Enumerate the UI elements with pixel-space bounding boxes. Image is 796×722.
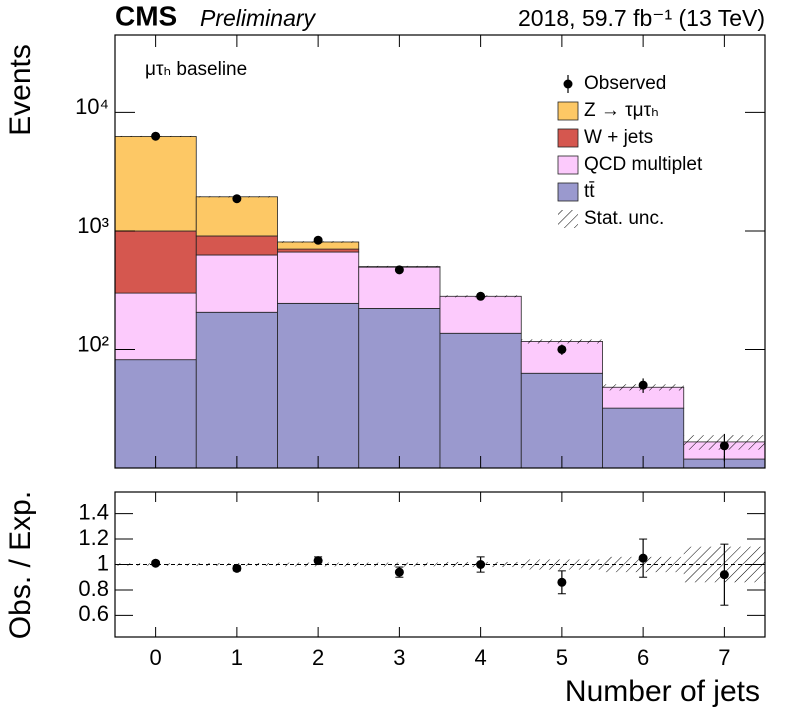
stack-segment (520, 340, 603, 374)
legend-swatch (557, 182, 579, 202)
x-tick-label: 3 (393, 645, 405, 670)
stat-unc-band (521, 339, 603, 344)
legend-swatch (557, 128, 579, 148)
ratio-y-tick-label: 1 (97, 550, 109, 575)
stack-segment (277, 251, 360, 304)
legend-label: W + jets (584, 127, 653, 148)
legend-label: tt̄ (584, 181, 595, 202)
cms-label: CMS (115, 0, 177, 31)
ratio-unc-band (521, 559, 603, 570)
stack-segment (114, 230, 197, 294)
stack-segment (114, 359, 197, 469)
ratio-point (476, 560, 486, 569)
y-tick-label: 10² (77, 331, 109, 356)
stack-segment (520, 372, 603, 469)
y-tick-label: 10³ (77, 213, 109, 238)
ratio-y-tick-label: 0.8 (78, 576, 109, 601)
observed-point (476, 291, 486, 301)
ratio-y-tick-label: 1.2 (78, 525, 109, 550)
x-tick-label: 6 (637, 645, 649, 670)
observed-point (151, 131, 161, 141)
ratio-point (151, 558, 161, 568)
observed-point (313, 235, 323, 245)
ratio-unc-band (358, 562, 440, 567)
stack-segment (195, 254, 278, 313)
stack-segment (358, 308, 441, 469)
preliminary-label: Preliminary (200, 5, 317, 31)
legend-label: Z → τμτₕ (584, 100, 659, 121)
stack-segment (195, 235, 278, 256)
legend-swatch (558, 210, 578, 228)
stack-segment (195, 196, 278, 237)
y-tick-label: 10⁴ (75, 94, 109, 119)
legend-swatch (557, 101, 579, 121)
ratio-point (719, 570, 729, 580)
lumi-label: 2018, 59.7 fb⁻¹ (13 TeV) (518, 5, 765, 31)
stack-segment (114, 292, 197, 361)
x-tick-label: 2 (312, 645, 324, 670)
ratio-point (394, 567, 404, 577)
x-tick-label: 4 (475, 645, 487, 670)
stack-segment (195, 311, 278, 469)
region-label: μτₕ baseline (145, 59, 247, 80)
x-tick-label: 5 (556, 645, 568, 670)
legend-label: Observed (584, 73, 666, 94)
ratio-point (557, 577, 567, 587)
observed-point (719, 441, 729, 451)
ratio-point (638, 553, 648, 563)
x-tick-label: 0 (150, 645, 162, 670)
stack-segment (114, 136, 197, 232)
ratio-point (232, 563, 242, 573)
legend-swatch (557, 155, 579, 175)
ratio-y-tick-label: 0.6 (78, 601, 109, 626)
legend-observed-marker (563, 79, 573, 89)
stack-segment (439, 295, 522, 334)
x-tick-label: 7 (718, 645, 730, 670)
observed-point (394, 265, 404, 275)
observed-point (557, 344, 567, 354)
x-tick-label: 1 (231, 645, 243, 670)
y-axis-title: Events (4, 44, 37, 136)
x-axis-title: Number of jets (565, 675, 760, 708)
ratio-y-tick-label: 1.4 (78, 499, 109, 524)
ratio-point (313, 556, 323, 566)
observed-point (232, 194, 242, 204)
legend-label: Stat. unc. (584, 208, 664, 229)
stack-segment (277, 302, 360, 469)
stack-segment (439, 332, 522, 469)
observed-point (638, 380, 648, 390)
legend-label: QCD multiplet (584, 154, 703, 175)
ratio-axis-title: Obs. / Exp. (4, 491, 37, 639)
plot-frame (114, 34, 766, 469)
stack-segment (277, 248, 360, 253)
